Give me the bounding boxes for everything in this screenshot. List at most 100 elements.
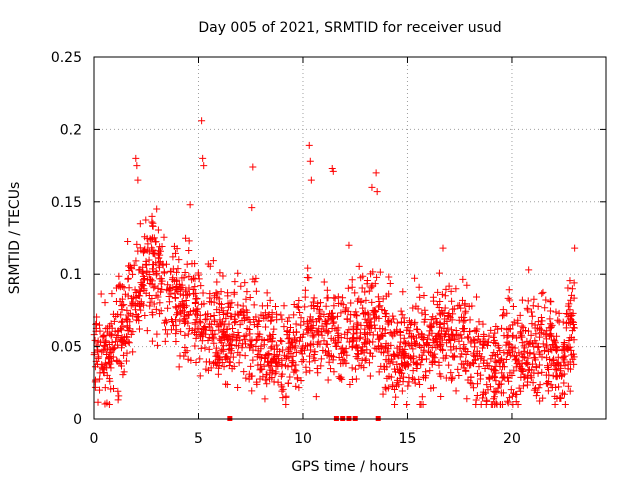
outlier-point xyxy=(132,154,140,162)
data-point xyxy=(117,318,125,326)
data-point xyxy=(534,318,542,326)
data-point xyxy=(278,337,286,345)
data-point xyxy=(292,349,300,357)
data-point xyxy=(301,293,309,301)
data-point xyxy=(567,316,575,324)
data-point xyxy=(101,384,109,392)
data-point xyxy=(196,311,204,319)
data-point xyxy=(449,352,457,360)
data-point xyxy=(157,307,165,315)
data-point xyxy=(538,317,546,325)
data-point xyxy=(167,326,175,334)
data-point xyxy=(446,314,454,322)
data-point xyxy=(559,318,567,326)
data-point xyxy=(173,268,181,276)
data-point xyxy=(515,384,523,392)
data-point xyxy=(250,301,258,309)
data-point xyxy=(185,237,193,245)
data-point xyxy=(107,320,115,328)
data-point xyxy=(262,323,270,331)
data-point xyxy=(323,286,331,294)
data-point xyxy=(311,348,319,356)
data-point xyxy=(435,361,443,369)
data-point xyxy=(316,307,324,315)
data-point xyxy=(504,399,512,407)
data-point xyxy=(555,309,563,317)
data-point xyxy=(246,344,254,352)
data-point xyxy=(141,311,149,319)
data-point xyxy=(449,305,457,313)
data-point xyxy=(532,330,540,338)
data-point xyxy=(192,334,200,342)
data-point xyxy=(232,342,240,350)
outlier-point xyxy=(198,117,206,125)
data-point xyxy=(552,308,560,316)
data-point xyxy=(505,394,513,402)
data-point xyxy=(317,312,325,320)
data-point xyxy=(171,294,179,302)
data-point xyxy=(442,327,450,335)
data-point xyxy=(342,304,350,312)
data-point xyxy=(231,278,239,286)
data-point xyxy=(173,285,181,293)
data-point xyxy=(152,291,160,299)
data-point xyxy=(491,352,499,360)
data-point xyxy=(387,373,395,381)
data-point xyxy=(161,337,169,345)
data-point xyxy=(180,316,188,324)
y-tick-label: 0.2 xyxy=(60,122,82,138)
data-point xyxy=(436,370,444,378)
data-point xyxy=(191,320,199,328)
data-point xyxy=(415,283,423,291)
data-point xyxy=(172,330,180,338)
data-point xyxy=(477,355,485,363)
data-point xyxy=(440,309,448,317)
data-point xyxy=(131,286,139,294)
data-point xyxy=(260,341,268,349)
data-point xyxy=(100,331,108,339)
data-point xyxy=(225,346,233,354)
data-point xyxy=(103,350,111,358)
data-point xyxy=(452,387,460,395)
data-point xyxy=(198,337,206,345)
data-point xyxy=(153,330,161,338)
data-point xyxy=(528,308,536,316)
data-point xyxy=(460,364,468,372)
data-point xyxy=(496,401,504,409)
data-point xyxy=(478,394,486,402)
data-point xyxy=(148,295,156,303)
data-point xyxy=(263,350,271,358)
data-point xyxy=(301,303,309,311)
data-point xyxy=(543,327,551,335)
data-point xyxy=(394,352,402,360)
data-point xyxy=(201,324,209,332)
data-point xyxy=(463,395,471,403)
data-point xyxy=(517,373,525,381)
outlier-point xyxy=(525,266,533,274)
data-point xyxy=(112,338,120,346)
data-point xyxy=(317,355,325,363)
data-point xyxy=(149,260,157,268)
data-point xyxy=(309,331,317,339)
data-point xyxy=(148,337,156,345)
data-point xyxy=(523,304,531,312)
data-point xyxy=(96,386,104,394)
data-point xyxy=(332,342,340,350)
data-point xyxy=(143,327,151,335)
data-point xyxy=(264,358,272,366)
data-point xyxy=(479,341,487,349)
data-point xyxy=(439,346,447,354)
data-point xyxy=(435,269,443,277)
data-point xyxy=(304,329,312,337)
outlier-point xyxy=(372,169,380,177)
data-point xyxy=(524,327,532,335)
data-point xyxy=(325,352,333,360)
data-point xyxy=(348,283,356,291)
data-point xyxy=(407,334,415,342)
data-point xyxy=(510,367,518,375)
data-point xyxy=(452,285,460,293)
data-point xyxy=(154,247,162,255)
data-point xyxy=(324,329,332,337)
data-point xyxy=(382,356,390,364)
data-point xyxy=(130,261,138,269)
